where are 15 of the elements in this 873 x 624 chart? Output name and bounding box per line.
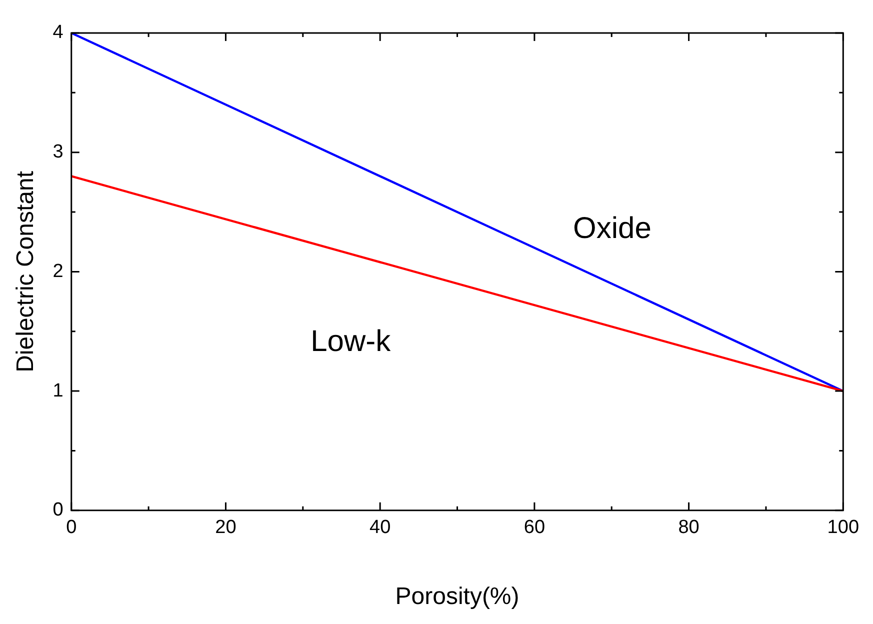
series-label: Oxide (573, 212, 652, 245)
y-tick-label: 3 (52, 142, 64, 163)
x-tick-label: 20 (215, 517, 236, 538)
x-tick-label: 60 (524, 517, 546, 538)
series-label: Low-k (310, 325, 392, 358)
x-tick-label: 0 (66, 517, 77, 538)
y-tick-label: 2 (52, 260, 64, 282)
x-axis-title: Porosity(%) (395, 583, 520, 610)
x-tick-label: 80 (678, 517, 700, 538)
y-tick-label: 0 (52, 500, 64, 521)
x-tick-label: 40 (370, 517, 391, 538)
y-tick-label: 1 (52, 380, 64, 402)
y-tick-label: 4 (52, 22, 64, 44)
y-axis-title: Dielectric Constant (12, 170, 40, 372)
x-tick-label: 100 (827, 517, 859, 538)
